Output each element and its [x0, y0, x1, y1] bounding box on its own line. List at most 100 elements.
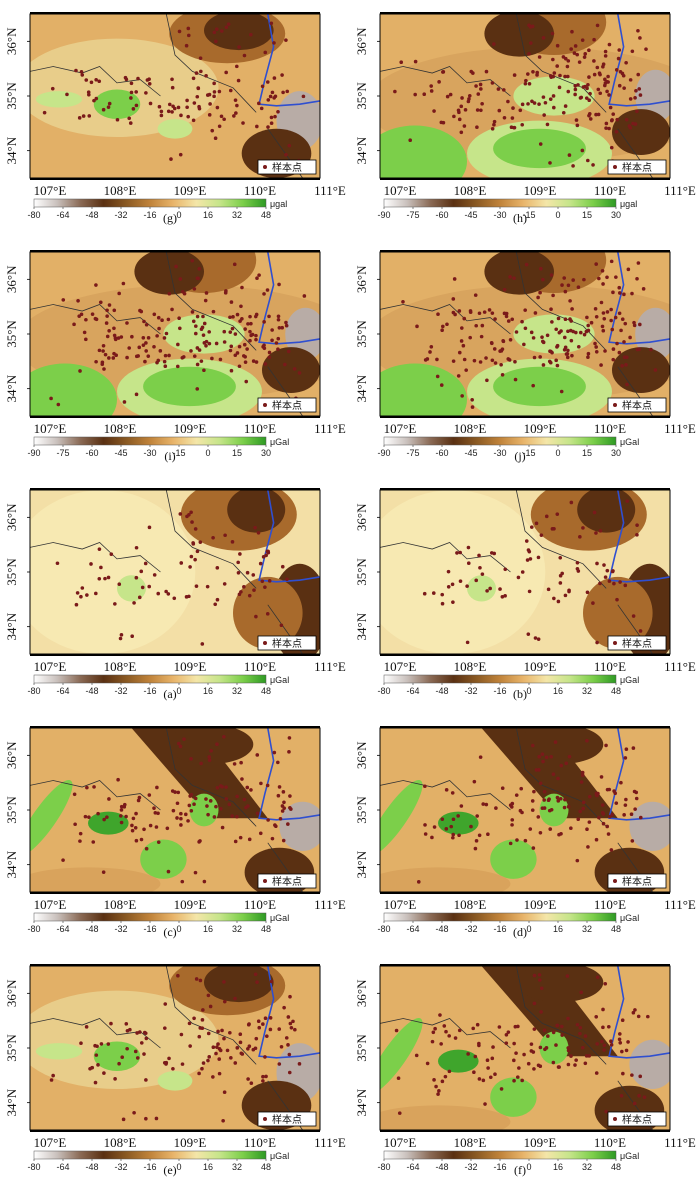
colorbar-tick-label: -48 [435, 686, 448, 696]
sample-point [202, 321, 207, 326]
sample-point [459, 130, 464, 135]
sample-point [266, 818, 270, 822]
sample-point [261, 1074, 265, 1079]
sample-point [514, 330, 519, 334]
sample-point [473, 293, 478, 297]
y-tick-label: 34°N [354, 1088, 369, 1116]
sample-point [156, 591, 161, 596]
sample-point [451, 817, 456, 822]
sample-point [605, 275, 609, 280]
colorbar-tick-label: -48 [85, 1162, 98, 1172]
sample-point [116, 777, 120, 782]
sample-point [609, 848, 614, 852]
x-tick-label: 109°E [174, 1135, 207, 1150]
sample-point [172, 596, 177, 601]
sample-point [556, 316, 561, 321]
x-tick-label: 111°E [314, 897, 346, 912]
sample-point [177, 316, 181, 321]
sample-point [625, 499, 630, 503]
sample-point [477, 1043, 481, 1048]
sample-point [575, 566, 580, 571]
sample-point [602, 1048, 606, 1052]
map-panel-c: 样本点 34°N 35°N 36°N 107°E 108°E 109°E 110°E 111°E… [0, 714, 350, 952]
sample-point [134, 392, 139, 397]
sample-point [397, 1111, 402, 1115]
sample-point [565, 64, 570, 69]
sample-point [451, 832, 456, 837]
sample-point [178, 152, 183, 157]
field-low-streak [481, 728, 618, 819]
sample-point [584, 1054, 589, 1058]
sample-point [614, 275, 618, 279]
sample-point [447, 1034, 451, 1038]
field-low-se [244, 847, 315, 892]
sample-point [157, 326, 161, 331]
sample-point [209, 748, 213, 753]
sample-point [238, 835, 243, 840]
sample-point [189, 510, 193, 515]
field-pale-west [380, 490, 546, 654]
sample-point [514, 1051, 518, 1055]
sample-point [449, 824, 454, 829]
sample-point [592, 72, 597, 77]
x-tick-label: 109°E [524, 183, 557, 198]
sample-point [541, 36, 546, 40]
sample-point [566, 283, 571, 288]
sample-point [109, 552, 114, 557]
map-panel-j: 样本点 34°N 35°N 36°N 107°E 108°E 109°E 110°E 111°E… [350, 238, 700, 476]
sample-point [184, 43, 189, 48]
colorbar-tick-label: -30 [143, 448, 156, 458]
sample-point [624, 363, 628, 367]
field-low-east [635, 307, 670, 361]
sample-point [276, 314, 281, 319]
sample-point [478, 755, 483, 759]
sample-point [569, 47, 573, 51]
sample-point [237, 364, 242, 369]
sample-point [218, 1048, 223, 1053]
sample-point [297, 1062, 302, 1066]
sample-point [215, 566, 220, 570]
sample-point [580, 38, 585, 42]
colorbar-tick-label: -32 [464, 924, 477, 934]
sample-point [145, 78, 150, 82]
sample-point [450, 791, 455, 795]
x-tick-label: 108°E [104, 1135, 137, 1150]
field-low-east [629, 1039, 670, 1089]
y-tick-label: 34°N [4, 850, 19, 878]
colorbar-tick-label: -80 [27, 1162, 40, 1172]
sample-point [530, 99, 534, 104]
sample-point [597, 71, 602, 76]
sample-point [302, 294, 307, 298]
sample-point [199, 359, 204, 363]
legend-label: 样本点 [272, 399, 302, 412]
field-low-north [166, 728, 254, 765]
sample-point [163, 1026, 167, 1030]
sample-point [97, 348, 102, 353]
sample-point [423, 832, 428, 836]
sample-point [205, 584, 210, 589]
map-frame-top [30, 964, 320, 966]
y-tick-label: 35°N [4, 82, 19, 110]
sample-point [531, 383, 535, 388]
sample-point [474, 323, 479, 328]
sample-point [473, 1054, 478, 1059]
legend-label: 样本点 [622, 1113, 652, 1126]
sample-point [483, 1102, 487, 1106]
province-boundary-west [30, 780, 161, 811]
river-line [608, 966, 670, 1059]
map-field-e [30, 966, 320, 1130]
colorbar-unit: μGal [620, 675, 639, 685]
sample-point [600, 1039, 604, 1044]
colorbar-tick-label: -64 [406, 924, 419, 934]
sample-point [575, 858, 580, 863]
sample-point [569, 338, 574, 343]
sample-point [119, 808, 124, 812]
sample-point [233, 332, 238, 336]
sample-point [276, 793, 281, 798]
sample-point [456, 814, 460, 818]
sample-point [226, 22, 231, 26]
sample-point [540, 335, 544, 339]
sample-point [98, 300, 103, 305]
province-boundary-north [165, 14, 257, 113]
